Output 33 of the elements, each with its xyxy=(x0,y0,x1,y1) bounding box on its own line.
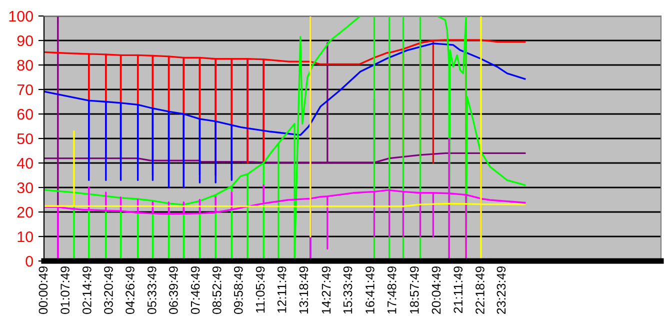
x-tick-label: 13:18:49 xyxy=(299,266,308,314)
x-tick-label: 06:39:49 xyxy=(169,266,178,314)
y-tick-label: 30 xyxy=(17,182,33,194)
x-tick-label: 07:46:49 xyxy=(190,266,200,314)
y-tick-label: 60 xyxy=(17,108,33,120)
x-tick-label: 16:41:49 xyxy=(366,266,374,314)
y-tick-label: 10 xyxy=(18,231,33,242)
x-tick-label: 02:14:49 xyxy=(82,266,92,314)
x-tick-label: 18:57:49 xyxy=(410,266,419,314)
y-tick-label: 0 xyxy=(26,256,33,267)
y-tick-label: 90 xyxy=(17,35,33,46)
x-tick-label: 17:48:49 xyxy=(387,266,396,314)
y-tick-label: 20 xyxy=(17,206,33,218)
x-tick-label: 01:07:49 xyxy=(60,266,70,314)
x-tick-label: 11:05:49 xyxy=(256,266,265,313)
y-tick-label: 80 xyxy=(17,60,33,71)
x-tick-label: 09:58:49 xyxy=(234,266,243,314)
y-tick-label: 40 xyxy=(16,158,33,169)
x-tick-label: 03:20:49 xyxy=(104,266,113,314)
x-tick-label: 08:52:49 xyxy=(212,266,222,314)
y-tick-label: 100 xyxy=(9,10,33,22)
x-tick-label: 05:33:49 xyxy=(147,266,156,314)
x-tick-label: 21:11:49 xyxy=(454,266,463,313)
x-tick-label: 12:11:49 xyxy=(277,266,286,313)
y-tick-label: 70 xyxy=(17,84,33,96)
y-tick-label: 50 xyxy=(17,133,33,144)
x-tick-label: 00:00:49 xyxy=(38,266,48,314)
x-tick-label: 23:23:49 xyxy=(496,266,506,314)
x-tick-label: 20:04:49 xyxy=(432,266,441,314)
x-tick-label: 15:33:49 xyxy=(343,266,352,314)
x-tick-label: 22:18:49 xyxy=(476,266,484,314)
x-tick-label: 04:26:49 xyxy=(126,266,134,314)
x-tick-label: 14:27:49 xyxy=(322,266,331,314)
